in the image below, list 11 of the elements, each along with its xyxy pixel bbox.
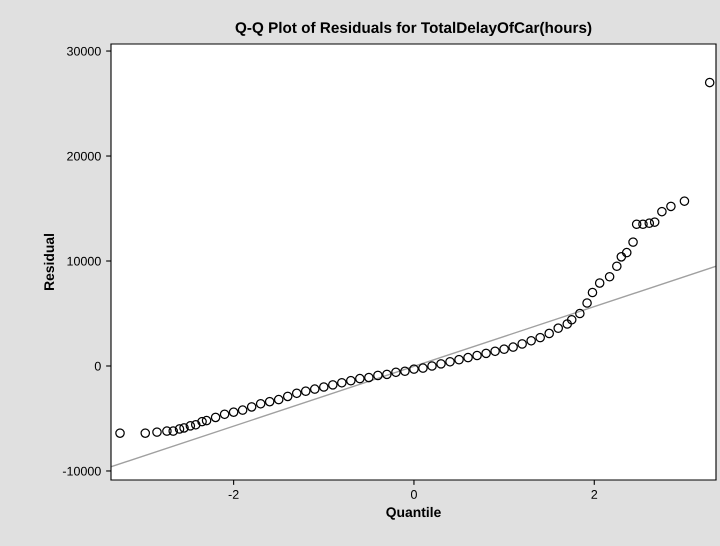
- x-tick-label: 0: [410, 490, 417, 499]
- x-axis-title: Quantile: [386, 506, 441, 520]
- y-tick-label: 30000: [67, 46, 101, 56]
- y-tick-label: -10000: [62, 466, 101, 476]
- y-axis-title: Residual: [44, 234, 54, 290]
- y-tick-label: 0: [94, 362, 101, 371]
- y-tick-label: 10000: [67, 256, 101, 266]
- x-tick-label: 2: [591, 490, 598, 499]
- x-tick-label: -2: [228, 490, 239, 499]
- chart-title: Q-Q Plot of Residuals for TotalDelayOfCar(hours): [236, 22, 592, 36]
- y-tick-label: 20000: [67, 152, 101, 161]
